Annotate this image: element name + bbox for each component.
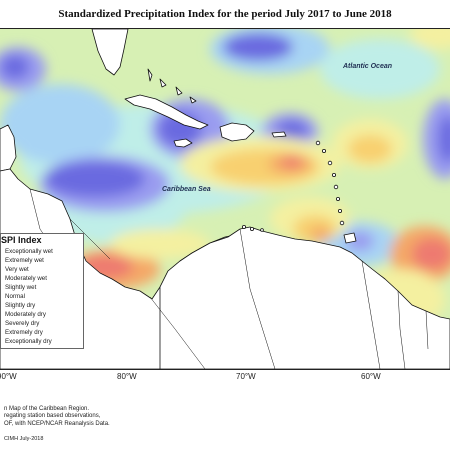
cuba bbox=[124, 94, 209, 130]
legend-label: Extremely wet bbox=[5, 257, 44, 264]
longitude-tick-80w: 80°W bbox=[117, 372, 137, 381]
lesser-antilles-island bbox=[331, 172, 336, 177]
atlantic-ocean-label: Atlantic Ocean bbox=[343, 63, 393, 70]
legend-item: Exceptionally dry bbox=[3, 337, 80, 346]
border bbox=[149, 296, 206, 369]
border bbox=[425, 310, 429, 350]
legend-item: Very wet bbox=[3, 265, 80, 274]
trinidad bbox=[343, 232, 357, 244]
longitude-tick-90w: 90°W bbox=[0, 372, 17, 381]
puerto-rico bbox=[271, 131, 287, 138]
wet-zone bbox=[45, 161, 145, 197]
abc-island bbox=[241, 224, 246, 229]
legend-item: Normal bbox=[3, 292, 80, 301]
legend-label: Exceptionally dry bbox=[5, 338, 52, 345]
legend-label: Exceptionally wet bbox=[5, 248, 53, 255]
map-source-note: n Map of the Caribbean Region. regating … bbox=[4, 406, 110, 428]
lesser-antilles-island bbox=[327, 160, 333, 166]
legend-label: Slightly dry bbox=[5, 302, 36, 309]
legend-item: Severely dry bbox=[3, 319, 80, 328]
legend-title: SPI Index bbox=[1, 235, 42, 245]
abc-island bbox=[260, 228, 264, 232]
border bbox=[361, 260, 381, 369]
legend-label: Severely dry bbox=[5, 320, 40, 327]
dry-zone bbox=[410, 29, 450, 49]
jamaica bbox=[173, 138, 193, 148]
legend-items: Exceptionally wet Extremely wet Very wet Mo… bbox=[3, 247, 80, 346]
lesser-antilles-island bbox=[321, 149, 326, 154]
source-line: n Map of the Caribbean Region. bbox=[4, 406, 90, 412]
legend-item: Extremely dry bbox=[3, 328, 80, 337]
dry-zone bbox=[282, 156, 302, 168]
lesser-antilles-island bbox=[335, 196, 340, 201]
wet-zone bbox=[223, 33, 293, 61]
lesser-antilles-island bbox=[315, 140, 321, 146]
dry-zone bbox=[110, 229, 210, 259]
caribbean-sea-label: Caribbean Sea bbox=[162, 186, 211, 193]
legend-item: Extremely wet bbox=[3, 256, 80, 265]
legend-label: Moderately wet bbox=[5, 275, 47, 282]
map-credit: CIMH July-2018 bbox=[4, 436, 44, 442]
legend-label: Extremely dry bbox=[5, 329, 43, 336]
legend-item: Slightly wet bbox=[3, 283, 80, 292]
lesser-antilles-island bbox=[339, 220, 345, 226]
legend-label: Slightly wet bbox=[5, 284, 37, 291]
dry-zone bbox=[412, 238, 450, 270]
wet-zone bbox=[1, 55, 29, 79]
lesser-antilles-island bbox=[337, 208, 342, 213]
bahamas-island bbox=[175, 86, 183, 96]
dry-zone bbox=[348, 135, 392, 163]
dry-zone bbox=[310, 227, 330, 241]
legend-item: Moderately dry bbox=[3, 310, 80, 319]
wet-zone bbox=[438, 115, 450, 163]
longitude-tick-70w: 70°W bbox=[236, 372, 256, 381]
yucatan bbox=[0, 124, 17, 172]
legend-label: Moderately dry bbox=[5, 311, 46, 318]
legend-label: Very wet bbox=[5, 266, 29, 273]
longitude-tick-60w: 60°W bbox=[361, 372, 381, 381]
border bbox=[239, 228, 276, 369]
legend-item: Slightly dry bbox=[3, 301, 80, 310]
legend-item: Exceptionally wet bbox=[3, 247, 80, 256]
source-line: regating station based observations, bbox=[4, 413, 101, 420]
lesser-antilles-island bbox=[333, 184, 339, 190]
bahamas-island bbox=[147, 68, 153, 82]
legend-label: Normal bbox=[5, 293, 25, 300]
map-title: Standardized Precipitation Index for the… bbox=[58, 8, 392, 20]
legend-item: Moderately wet bbox=[3, 274, 80, 283]
abc-island bbox=[249, 226, 254, 231]
spi-legend: SPI Index Exceptionally wet Extremely wet… bbox=[0, 233, 84, 349]
florida bbox=[91, 29, 129, 76]
hispaniola bbox=[219, 122, 255, 142]
bahamas-island bbox=[189, 96, 197, 104]
south-america bbox=[159, 226, 450, 369]
bahamas-island bbox=[159, 78, 167, 88]
border bbox=[69, 218, 111, 260]
source-line: OF, with NCEP/NCAR Reanalysis Data. bbox=[4, 420, 110, 427]
wet-zone bbox=[320, 39, 440, 99]
wet-zone bbox=[0, 84, 120, 164]
border bbox=[397, 290, 406, 369]
